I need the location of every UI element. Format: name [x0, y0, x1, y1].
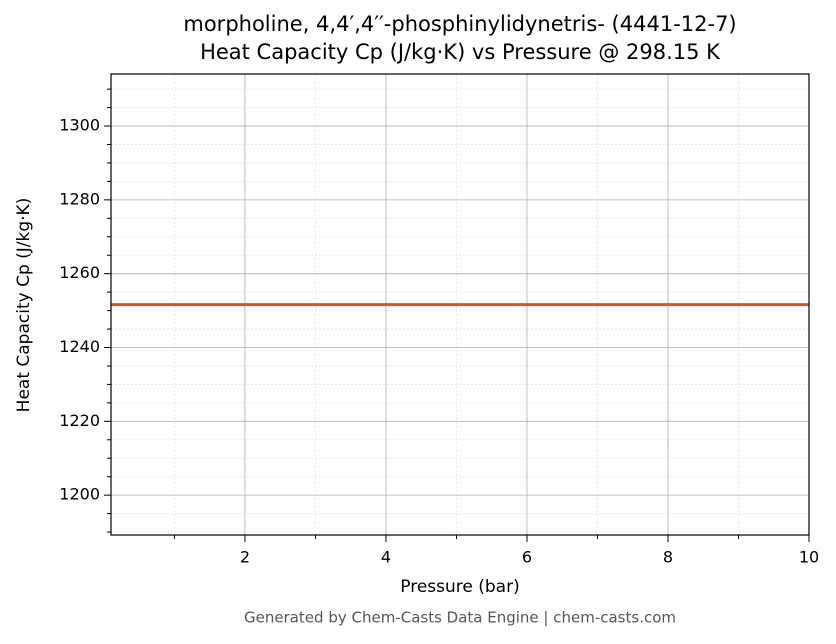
x-tick-label: 10 [799, 548, 819, 567]
x-tick-label: 8 [663, 548, 673, 567]
plot-frame [110, 73, 810, 536]
x-tick-label: 6 [522, 548, 532, 567]
y-axis-label: Heat Capacity Cp (J/kg·K) [14, 198, 34, 413]
x-axis-label: Pressure (bar) [400, 577, 519, 597]
y-tick-label: 1200 [59, 485, 100, 504]
y-tick-label: 1240 [59, 337, 100, 356]
y-tick-label: 1300 [59, 116, 100, 135]
y-tick-label: 1280 [59, 189, 100, 208]
chart-subtitle: Heat Capacity Cp (J/kg·K) vs Pressure @ … [200, 40, 721, 64]
chart-title: morpholine, 4,4′,4′′-phosphinylidynetris… [183, 12, 736, 36]
x-tick-label: 4 [381, 548, 391, 567]
y-tick-label: 1260 [59, 263, 100, 282]
y-tick-label: 1220 [59, 411, 100, 430]
footer: Generated by Chem-Casts Data Engine | ch… [244, 609, 676, 627]
x-tick-label: 2 [240, 548, 250, 567]
